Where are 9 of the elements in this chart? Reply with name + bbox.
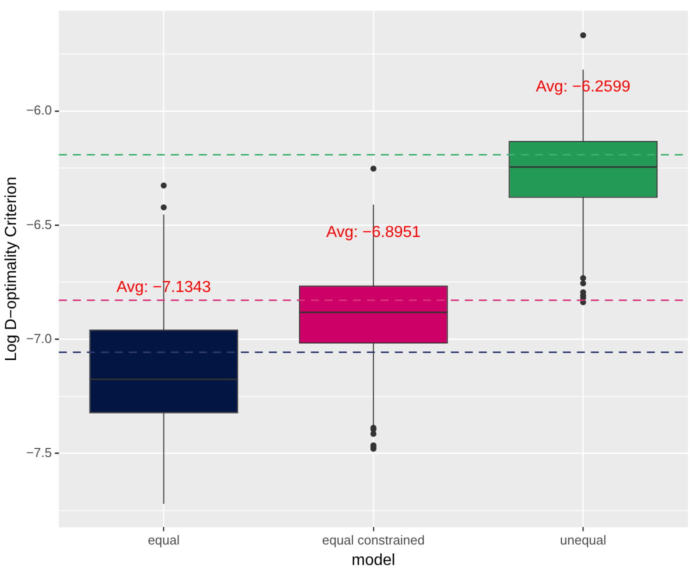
y-tick-label: −7.0 <box>26 330 52 346</box>
y-tick-label: −6.5 <box>26 216 52 232</box>
x-tick-label: unequal <box>560 532 606 548</box>
x-axis-title: model <box>352 552 396 569</box>
y-tick-label: −6.0 <box>26 102 52 118</box>
x-tick-label: equal constrained <box>322 532 425 548</box>
y-tick-label: −7.5 <box>26 444 52 460</box>
y-axis-title: Log D−optimality Criterion <box>3 176 20 362</box>
x-tick-label: equal <box>148 532 180 548</box>
